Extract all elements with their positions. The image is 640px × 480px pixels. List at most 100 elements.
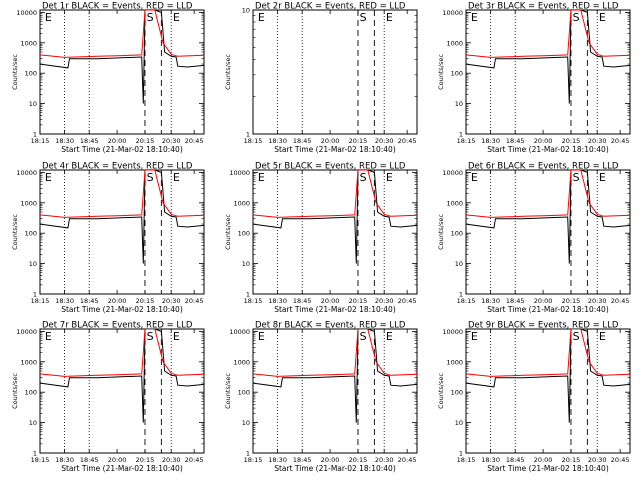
y-tick-label: 1000 bbox=[446, 358, 463, 366]
series-events-line bbox=[466, 170, 630, 264]
x-tick-label: 18:30 bbox=[268, 137, 287, 145]
y-tick-label: 1 bbox=[459, 291, 463, 299]
x-tick-label: 18:30 bbox=[268, 297, 287, 305]
x-tick-label: 20:00 bbox=[321, 137, 340, 145]
x-tick-label: 20:15 bbox=[562, 137, 581, 145]
series-lld-line bbox=[466, 329, 630, 377]
interval-marker: E bbox=[258, 171, 265, 184]
interval-marker: S bbox=[147, 171, 154, 184]
y-tick-label: 10 bbox=[242, 260, 250, 268]
x-tick-label: 20:15 bbox=[136, 137, 155, 145]
x-tick-label: 18:15 bbox=[457, 297, 476, 305]
x-tick-label: 20:45 bbox=[185, 137, 204, 145]
panel-title: Det 7r BLACK = Events, RED = LLD bbox=[42, 321, 193, 331]
x-tick-label: 20:15 bbox=[136, 297, 155, 305]
plot-frame bbox=[39, 169, 205, 295]
detector-panel-6: Det 6r BLACK = Events, RED = LLD 1 10 100 10… bbox=[437, 162, 631, 314]
y-axis-label: Counts/sec bbox=[11, 214, 19, 250]
plot-frame bbox=[39, 328, 205, 454]
x-tick-label: 20:30 bbox=[375, 297, 394, 305]
plot-frame bbox=[252, 328, 418, 454]
x-tick-label: 20:30 bbox=[162, 456, 181, 464]
x-tick-label: 20:45 bbox=[611, 456, 630, 464]
y-axis-label: Counts/sec bbox=[11, 54, 19, 90]
y-tick-label: 1 bbox=[246, 291, 250, 299]
y-tick-label: 10 bbox=[455, 419, 463, 427]
y-tick-label: 10 bbox=[242, 7, 250, 15]
panel-title: Det 4r BLACK = Events, RED = LLD bbox=[42, 162, 193, 172]
x-tick-label: 18:15 bbox=[31, 137, 50, 145]
plot-frame bbox=[465, 9, 631, 135]
x-tick-label: 20:00 bbox=[534, 297, 553, 305]
y-axis-label: Counts/sec bbox=[437, 54, 445, 90]
y-axis-label: Counts/sec bbox=[224, 214, 232, 250]
interval-marker: E bbox=[386, 171, 393, 184]
interval-marker: E bbox=[471, 11, 478, 24]
y-tick-label: 10 bbox=[455, 100, 463, 108]
x-tick-label: 18:15 bbox=[244, 297, 263, 305]
y-tick-label: 100 bbox=[451, 70, 463, 78]
series-lld-line bbox=[466, 170, 630, 218]
plot-frame bbox=[252, 169, 418, 295]
y-tick-label: 10000 bbox=[442, 328, 463, 336]
x-tick-label: 20:00 bbox=[321, 456, 340, 464]
plot-frame bbox=[252, 9, 418, 135]
interval-marker: S bbox=[147, 330, 154, 343]
detector-panel-5: Det 5r BLACK = Events, RED = LLD 1 10 100 10… bbox=[224, 162, 418, 314]
y-axis-label: Counts/sec bbox=[224, 373, 232, 409]
x-tick-label: 20:45 bbox=[611, 137, 630, 145]
x-tick-label: 20:00 bbox=[108, 297, 127, 305]
y-tick-label: 1 bbox=[246, 450, 250, 458]
x-tick-label: 20:30 bbox=[588, 137, 607, 145]
x-axis-label: Start Time (21-Mar-02 18:10:40) bbox=[274, 464, 396, 473]
series-events-line bbox=[40, 10, 204, 104]
series-lld-line bbox=[40, 10, 204, 58]
plot-frame bbox=[465, 328, 631, 454]
x-tick-label: 18:30 bbox=[268, 456, 287, 464]
x-tick-label: 20:30 bbox=[162, 137, 181, 145]
x-axis-label: Start Time (21-Mar-02 18:10:40) bbox=[274, 305, 396, 314]
x-tick-label: 20:45 bbox=[398, 456, 417, 464]
y-tick-label: 10 bbox=[29, 100, 37, 108]
x-tick-label: 18:45 bbox=[293, 297, 312, 305]
y-axis-label: Counts/sec bbox=[437, 214, 445, 250]
interval-marker: E bbox=[173, 330, 180, 343]
interval-marker: E bbox=[258, 330, 265, 343]
x-tick-label: 18:45 bbox=[506, 297, 525, 305]
x-tick-label: 20:15 bbox=[562, 456, 581, 464]
detector-panel-1: Det 1r BLACK = Events, RED = LLD 1 10 100 10… bbox=[11, 2, 205, 154]
x-tick-label: 18:45 bbox=[80, 297, 99, 305]
x-tick-label: 20:30 bbox=[588, 297, 607, 305]
series-events-line bbox=[466, 10, 630, 104]
x-tick-label: 18:45 bbox=[80, 456, 99, 464]
x-tick-label: 20:00 bbox=[321, 297, 340, 305]
x-tick-label: 20:30 bbox=[375, 137, 394, 145]
x-tick-label: 18:15 bbox=[31, 297, 50, 305]
y-tick-label: 1000 bbox=[20, 39, 37, 47]
y-tick-label: 1 bbox=[459, 450, 463, 458]
series-lld-line bbox=[466, 10, 630, 58]
interval-marker: E bbox=[471, 171, 478, 184]
y-tick-label: 1000 bbox=[233, 199, 250, 207]
series-events-line bbox=[40, 329, 204, 423]
series-lld-line bbox=[253, 329, 417, 377]
x-tick-label: 20:45 bbox=[611, 297, 630, 305]
y-tick-label: 10000 bbox=[229, 169, 250, 177]
y-tick-label: 1 bbox=[246, 131, 250, 139]
interval-marker: E bbox=[45, 171, 52, 184]
interval-marker: E bbox=[258, 11, 265, 24]
detector-panel-2: Det 2r BLACK = Events, RED = LLD 1 10 18:15… bbox=[224, 2, 418, 154]
y-tick-label: 1000 bbox=[446, 199, 463, 207]
detector-panel-8: Det 8r BLACK = Events, RED = LLD 1 10 100 10… bbox=[224, 321, 418, 473]
panel-title: Det 8r BLACK = Events, RED = LLD bbox=[255, 321, 406, 331]
plot-frame bbox=[39, 9, 205, 135]
series-lld-line bbox=[253, 170, 417, 218]
x-tick-label: 20:30 bbox=[162, 297, 181, 305]
x-tick-label: 18:15 bbox=[244, 456, 263, 464]
x-tick-label: 20:00 bbox=[534, 456, 553, 464]
interval-marker: E bbox=[45, 330, 52, 343]
x-tick-label: 20:30 bbox=[588, 456, 607, 464]
panel-title: Det 2r BLACK = Events, RED = LLD bbox=[255, 2, 406, 12]
x-tick-label: 20:15 bbox=[136, 456, 155, 464]
